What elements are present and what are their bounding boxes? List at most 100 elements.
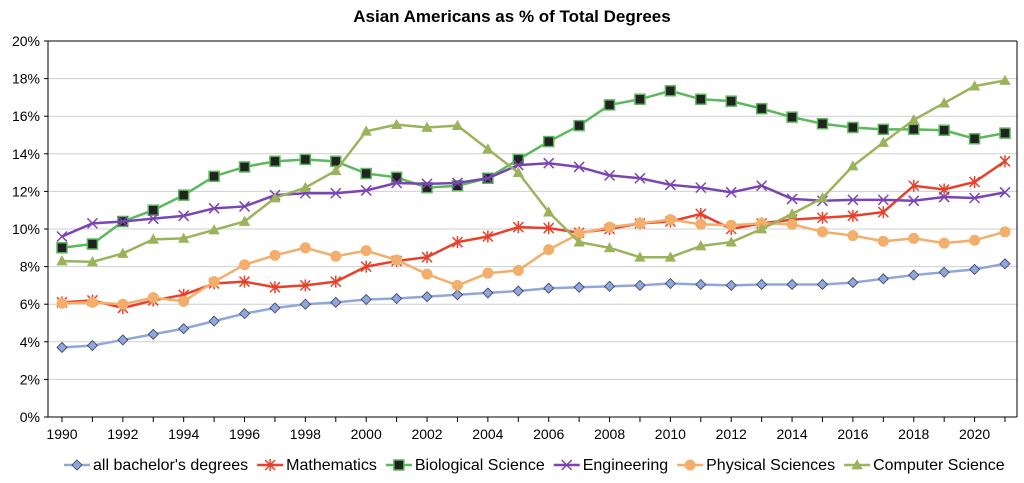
- data-point: [786, 218, 798, 230]
- legend-label: Physical Sciences: [706, 457, 835, 474]
- data-point: [725, 219, 737, 231]
- data-point: [512, 153, 525, 166]
- y-tick-label: 16%: [12, 108, 40, 124]
- data-point: [573, 161, 585, 173]
- data-point: [603, 241, 616, 253]
- legend-item: Physical Sciences: [677, 457, 835, 474]
- data-point: [117, 215, 129, 228]
- data-point: [86, 339, 98, 352]
- data-point: [56, 341, 68, 354]
- data-point: [56, 255, 68, 266]
- data-point: [330, 250, 342, 262]
- data-point: [695, 218, 707, 230]
- x-tick-label: 2006: [533, 426, 564, 442]
- data-point: [86, 296, 98, 308]
- data-point: [238, 308, 251, 320]
- legend-marker: [71, 459, 83, 471]
- series-lines: [56, 74, 1011, 354]
- data-point: [482, 172, 494, 184]
- data-point: [999, 74, 1011, 85]
- data-point: [725, 95, 737, 107]
- series-line: [61, 161, 1006, 238]
- data-point: [482, 287, 494, 299]
- data-point: [938, 266, 950, 278]
- chart-title: Asian Americans as % of Total Degrees: [353, 7, 670, 26]
- data-point: [999, 226, 1011, 238]
- data-point: [299, 153, 312, 166]
- data-point: [86, 256, 99, 267]
- x-tick-label: 2000: [351, 426, 382, 442]
- data-point: [786, 111, 798, 123]
- data-point: [938, 237, 950, 249]
- data-point: [603, 99, 616, 111]
- gridlines: [48, 40, 1017, 418]
- data-point: [816, 117, 829, 130]
- data-point: [177, 232, 190, 243]
- data-point: [56, 297, 68, 309]
- data-point: [330, 275, 342, 288]
- data-point: [512, 159, 524, 171]
- data-point: [512, 166, 524, 177]
- data-point: [330, 296, 342, 308]
- data-point: [847, 160, 859, 171]
- legend-marker: [393, 459, 405, 471]
- legend-label: Engineering: [583, 457, 668, 474]
- data-point: [330, 187, 342, 199]
- data-point: [695, 93, 707, 106]
- series-line: [61, 79, 1006, 264]
- data-point: [238, 275, 251, 288]
- legend-item: Mathematics: [257, 457, 377, 474]
- data-point: [969, 263, 981, 275]
- series-4: [56, 214, 1011, 310]
- data-point: [482, 230, 494, 243]
- data-point: [360, 260, 372, 273]
- data-point: [269, 302, 281, 314]
- data-point: [816, 192, 829, 203]
- data-point: [969, 176, 981, 188]
- data-point: [56, 230, 68, 243]
- data-point: [299, 181, 312, 193]
- legend-label: all bachelor's degrees: [93, 457, 248, 474]
- data-point: [573, 119, 585, 132]
- data-point: [360, 245, 372, 257]
- x-tick-label: 1996: [229, 426, 260, 442]
- data-point: [999, 155, 1011, 168]
- y-tick-label: 6%: [20, 296, 40, 312]
- data-point: [695, 240, 707, 251]
- y-tick-label: 14%: [12, 146, 40, 162]
- data-point: [238, 215, 251, 226]
- data-point: [604, 221, 616, 233]
- data-point: [664, 277, 676, 290]
- data-point: [695, 278, 707, 291]
- data-point: [451, 177, 463, 189]
- data-point: [877, 235, 889, 247]
- x-tick-label: 1994: [168, 426, 199, 442]
- data-point: [360, 125, 372, 136]
- y-tick-label: 0%: [20, 409, 40, 425]
- data-point: [269, 281, 281, 294]
- legend-item: Biological Science: [385, 457, 545, 474]
- data-point: [725, 186, 737, 198]
- data-point: [634, 279, 646, 291]
- data-point: [603, 280, 616, 292]
- data-point: [117, 247, 129, 258]
- data-point: [543, 222, 555, 235]
- data-point: [208, 315, 220, 327]
- data-point: [543, 244, 555, 256]
- x-tick-label: 2002: [411, 426, 442, 442]
- data-point: [421, 121, 433, 132]
- data-point: [664, 85, 677, 97]
- data-point: [208, 170, 220, 183]
- x-tick-label: 2010: [655, 426, 686, 442]
- data-point: [512, 264, 524, 276]
- data-point: [360, 167, 372, 180]
- y-tick-label: 18%: [12, 71, 40, 87]
- data-point: [725, 279, 737, 291]
- data-point: [238, 200, 251, 212]
- series-line: [61, 262, 1006, 349]
- data-point: [178, 295, 190, 307]
- data-point: [390, 118, 403, 130]
- data-point: [908, 232, 920, 244]
- data-point: [999, 127, 1011, 139]
- data-point: [695, 207, 707, 220]
